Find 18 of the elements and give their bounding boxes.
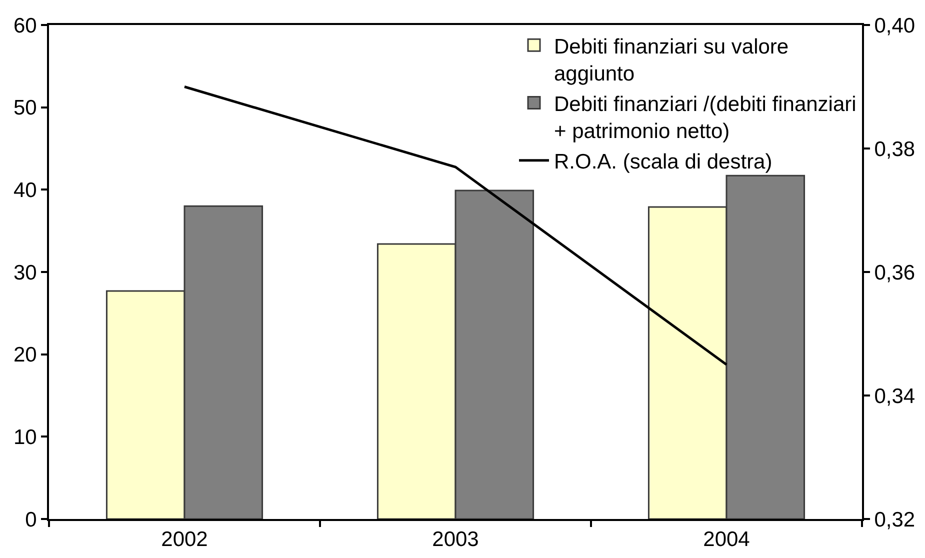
y-tick-label: 60 xyxy=(13,14,37,38)
x-tick-label: 2003 xyxy=(432,528,479,552)
legend-label: Debiti finanziari /(debiti finanziari + patrimonio netto) xyxy=(554,92,856,144)
legend-label: R.O.A. (scala di destra) xyxy=(554,150,772,174)
y2-tick-label: 0,32 xyxy=(874,508,916,532)
x-tick-label: 2002 xyxy=(161,528,208,552)
y-tick-label: 40 xyxy=(13,179,37,202)
y2-tick-label: 0,38 xyxy=(874,138,916,161)
y2-tick-label: 0,36 xyxy=(874,261,916,284)
y-tick-label: 20 xyxy=(13,344,37,367)
y-tick-label: 0 xyxy=(25,508,37,532)
legend-label: Debiti finanziari su valore aggiunto xyxy=(554,35,789,86)
y2-tick-label: 0,34 xyxy=(874,384,916,408)
x-tick-label: 2004 xyxy=(703,528,750,552)
y-tick-label: 30 xyxy=(13,261,37,284)
y-tick-label: 50 xyxy=(13,96,37,120)
y-tick-label: 10 xyxy=(13,426,37,450)
y2-tick-label: 0,40 xyxy=(874,14,916,38)
